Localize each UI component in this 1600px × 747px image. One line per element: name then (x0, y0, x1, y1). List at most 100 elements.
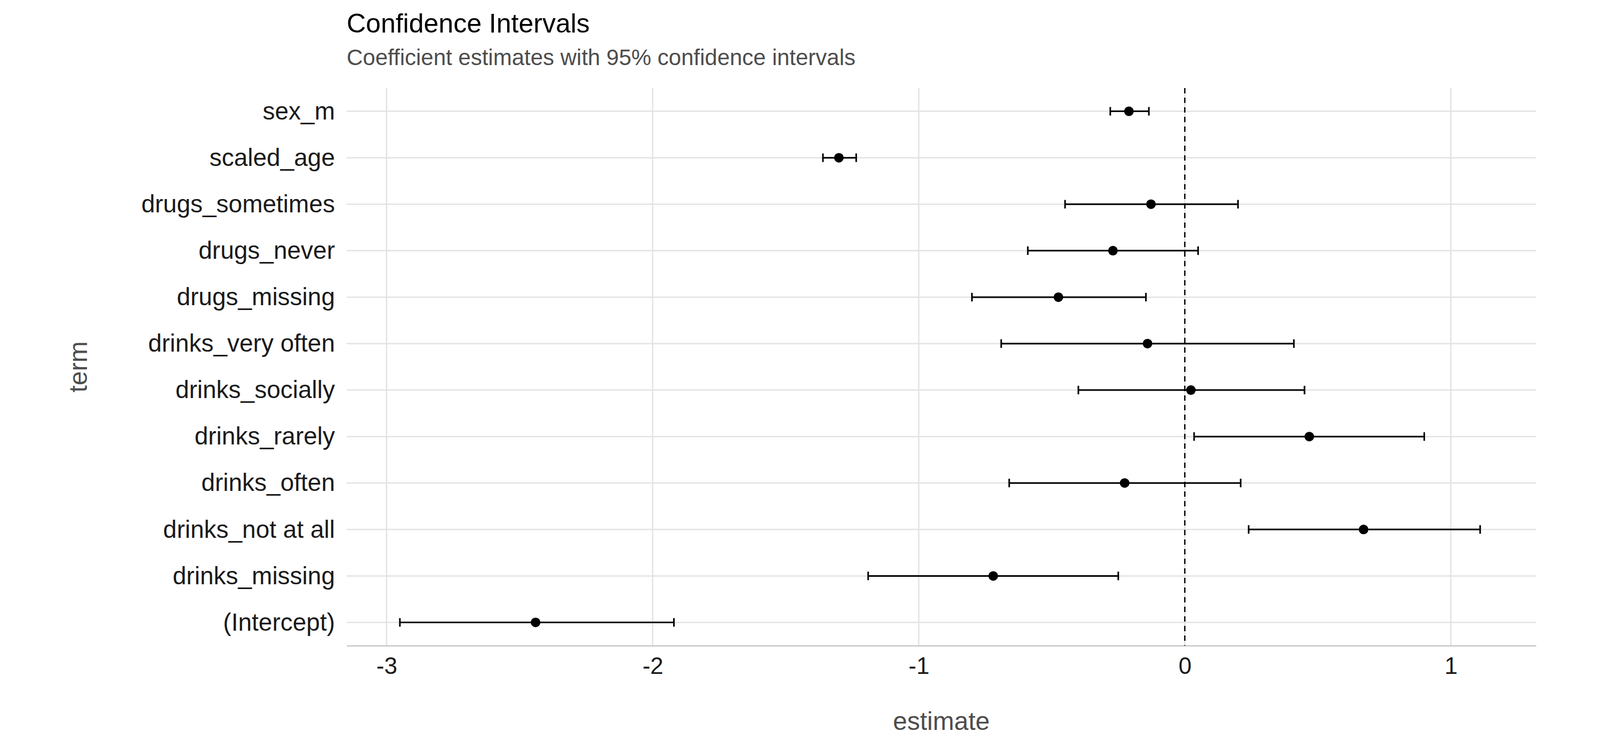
x-tick: -2 (642, 645, 664, 679)
y-axis-title: term (64, 341, 93, 393)
x-tick-label: -3 (376, 652, 398, 679)
estimate-point (1146, 199, 1156, 210)
y-tick: drinks_often (201, 468, 347, 496)
error-cap-low (398, 617, 401, 627)
y-tick: drugs_missing (176, 282, 347, 311)
title: Confidence Intervals (346, 8, 590, 39)
error-cap-high (1293, 339, 1295, 348)
y-tick-label: (Intercept) (222, 608, 335, 636)
estimate-point (1108, 245, 1118, 256)
grid-line-x (651, 88, 654, 646)
coefficient (822, 153, 856, 163)
grid-line-y (346, 621, 1536, 623)
estimate-point (530, 617, 541, 627)
coefficient (1078, 385, 1305, 395)
y-tick-label: sex_m (262, 97, 335, 125)
error-cap-low (971, 292, 973, 302)
grid-line-y (346, 250, 1536, 252)
error-cap-low (867, 571, 869, 580)
error-cap-low (1109, 107, 1111, 116)
x-axis-title: estimate (892, 706, 990, 735)
y-tick-label: drinks_missing (172, 561, 335, 590)
error-cap-low (1077, 385, 1079, 395)
x-tick-label: -1 (908, 652, 930, 679)
x-axis: -3 -2 -1 0 1 (347, 645, 1537, 679)
grid-line-y (346, 296, 1536, 299)
x-tick-label: -2 (642, 652, 664, 679)
grid-line-y (346, 389, 1536, 391)
error-cap-high (1117, 571, 1119, 580)
estimate-point (834, 153, 844, 163)
y-tick: drinks_missing (172, 561, 347, 590)
grid-line-y (346, 435, 1536, 438)
grid-line-y (346, 156, 1536, 159)
y-tick-label: drinks_not at all (163, 515, 335, 543)
coefficient (1194, 431, 1425, 442)
grid-line-x (1184, 88, 1186, 646)
chart: Confidence IntervalsCoefficient estimate… (0, 0, 1600, 747)
error-cap-high (1303, 385, 1306, 395)
coefficient (868, 570, 1119, 581)
error-cap-high (1197, 246, 1199, 255)
error-cap-high (1145, 292, 1147, 302)
y-tick-label: drugs_missing (176, 282, 335, 311)
grid-line-y (346, 203, 1536, 205)
y-tick-label: drugs_never (198, 236, 335, 264)
error-cap-low (1000, 339, 1003, 348)
estimate-point (1186, 385, 1196, 395)
y-tick-label: drinks_rarely (194, 421, 335, 450)
grid-line-x (1450, 88, 1452, 646)
coefficient (400, 617, 675, 627)
error-cap-low (1248, 524, 1250, 534)
plot: -3 -2 -1 0 1 sex_m scaled_age drugs_sometimesdr… (141, 88, 1537, 679)
y-tick-label: drinks_often (201, 468, 335, 496)
grid (346, 88, 1536, 646)
grid-line-y (346, 574, 1536, 577)
x-tick: 0 (1178, 645, 1192, 679)
grid-line-y (346, 110, 1536, 112)
error-cap-high (1240, 478, 1242, 487)
error-cap-low (1193, 432, 1195, 441)
y-tick: drinks_socially (175, 375, 347, 404)
x-tick: 1 (1444, 645, 1458, 679)
coefficient (1001, 338, 1294, 349)
grid-line-x (386, 88, 388, 646)
grid-line-y (346, 528, 1536, 531)
error-cap-high (1148, 107, 1150, 116)
marks (400, 88, 1480, 646)
y-tick: (Intercept) (222, 608, 347, 636)
x-tick: -3 (376, 645, 398, 679)
x-axis-line (347, 645, 1537, 647)
y-tick-label: drinks_very often (148, 329, 335, 357)
estimate-point (1304, 431, 1315, 442)
coefficient (1248, 524, 1480, 534)
reference-line (1184, 88, 1186, 646)
coefficient (1009, 477, 1241, 488)
y-tick: drugs_never (198, 236, 347, 264)
x-tick-label: 0 (1178, 652, 1192, 679)
error-cap-low (1027, 246, 1029, 255)
y-tick: sex_m (262, 97, 347, 125)
y-tick: scaled_age (209, 143, 347, 172)
estimate-point (1053, 292, 1064, 302)
error-cap-high (1479, 524, 1482, 534)
estimate-point (1120, 477, 1130, 488)
error-cap-high (855, 153, 858, 163)
x-tick: -1 (908, 645, 930, 679)
y-axis: sex_m scaled_age drugs_sometimes drugs_neve… (141, 97, 347, 636)
coefficient (1027, 245, 1198, 256)
error-cap-low (1008, 478, 1011, 487)
coefficient (971, 292, 1146, 302)
estimate-point (1124, 106, 1134, 117)
error-cap-low (821, 153, 824, 163)
estimate-point (1358, 524, 1369, 534)
error-cap-high (1237, 200, 1239, 209)
error-cap-low (1064, 200, 1066, 209)
y-tick: drinks_not at all (163, 515, 347, 543)
grid-line-y (346, 342, 1536, 345)
coefficient (1065, 199, 1238, 210)
y-tick-label: drugs_sometimes (141, 189, 335, 218)
estimate-point (988, 570, 998, 581)
y-tick: drinks_very often (148, 329, 347, 357)
y-tick: drugs_sometimes (141, 189, 347, 218)
